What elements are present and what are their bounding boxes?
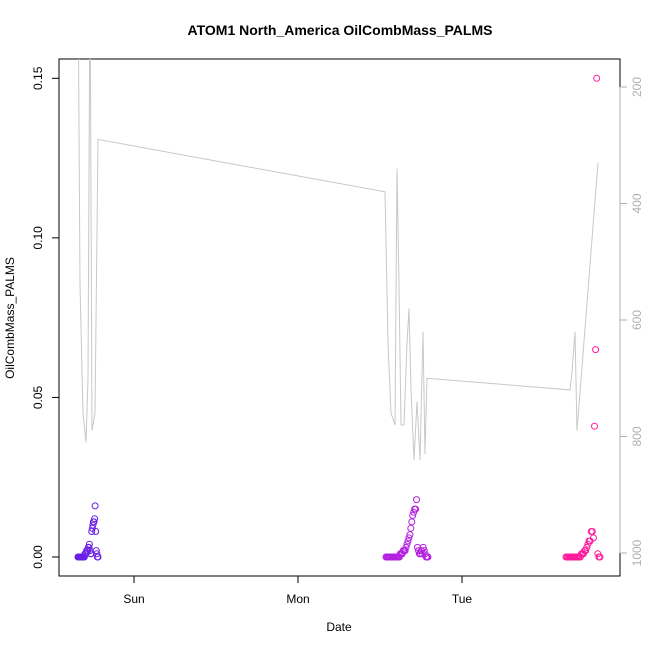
- data-point: [412, 505, 420, 513]
- x-axis: Sun Mon Tue: [123, 575, 473, 606]
- y-tick-label: 0.10: [31, 226, 45, 250]
- data-point: [588, 528, 596, 535]
- data-point: [405, 534, 413, 542]
- y2-axis: 200 400 600 800 1000: [619, 77, 644, 566]
- y2-tick-label: 1000: [630, 539, 644, 566]
- chart-title: ATOM1 North_America OilCombMass_PALMS: [188, 22, 493, 38]
- data-point: [94, 553, 102, 561]
- data-point: [89, 521, 97, 529]
- data-point: [92, 547, 100, 555]
- y-tick-label: 0.15: [31, 66, 45, 90]
- plot-frame: [58, 58, 621, 577]
- data-point: [593, 74, 601, 82]
- data-point: [407, 524, 415, 532]
- data-point: [401, 547, 409, 555]
- data-point: [408, 518, 416, 526]
- secondary-line-layer: [78, 59, 599, 460]
- y2-tick-label: 200: [630, 77, 644, 97]
- data-point: [420, 547, 428, 555]
- data-point: [582, 547, 590, 555]
- data-point: [90, 518, 98, 526]
- y2-tick-label: 400: [630, 193, 644, 213]
- x-axis-label: Date: [326, 620, 352, 634]
- data-point: [409, 512, 417, 519]
- data-point: [583, 543, 591, 551]
- x-tick-label: Tue: [452, 592, 473, 606]
- data-point: [592, 346, 600, 354]
- data-point: [406, 531, 414, 539]
- y2-tick-label: 600: [630, 310, 644, 330]
- y-tick-label: 0.00: [31, 545, 45, 569]
- data-point: [589, 534, 597, 542]
- y-axis: 0.00 0.05 0.10 0.15: [31, 66, 60, 569]
- x-tick-label: Sun: [123, 592, 144, 606]
- data-point: [402, 543, 410, 551]
- data-point: [91, 515, 99, 523]
- data-point: [85, 543, 93, 551]
- data-point: [419, 543, 427, 551]
- data-point: [591, 422, 598, 430]
- y-tick-label: 0.05: [31, 385, 45, 409]
- data-point: [88, 528, 96, 535]
- data-point: [92, 528, 100, 535]
- data-point: [596, 553, 604, 561]
- x-tick-label: Mon: [286, 592, 309, 606]
- y2-tick-label: 800: [630, 426, 644, 446]
- data-point: [413, 496, 420, 504]
- data-point: [91, 502, 99, 510]
- data-point: [424, 553, 432, 561]
- data-point: [403, 540, 411, 548]
- y-axis-label: OilCombMass_PALMS: [3, 257, 17, 379]
- points-layer: [74, 74, 604, 561]
- data-point: [404, 537, 412, 545]
- data-point: [93, 550, 101, 558]
- secondary-line: [78, 59, 599, 460]
